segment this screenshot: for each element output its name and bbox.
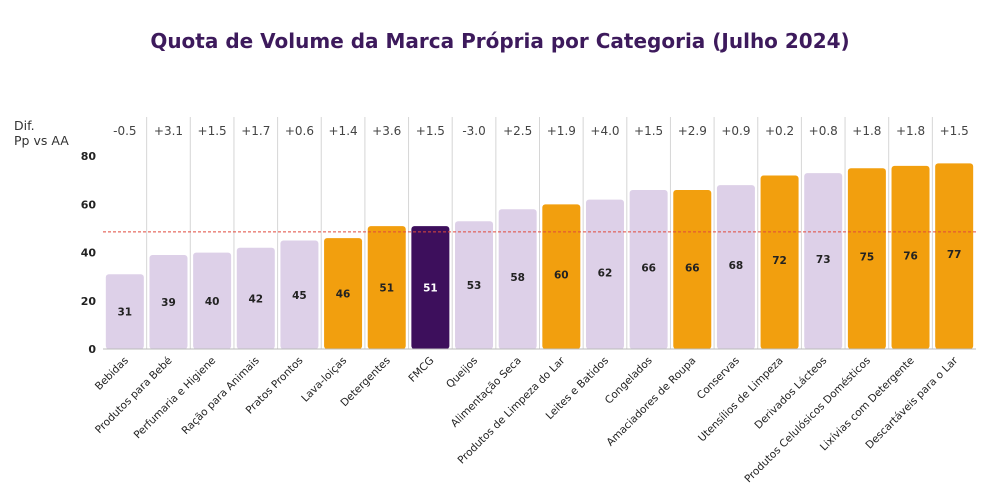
value-label: 53 xyxy=(467,280,482,292)
diff-label: +1.5 xyxy=(416,124,445,138)
value-label: 39 xyxy=(161,297,176,309)
value-label: 73 xyxy=(816,254,831,266)
value-label: 66 xyxy=(685,262,700,274)
value-label: 76 xyxy=(903,250,918,262)
bar xyxy=(935,163,974,349)
y-axis: 0 20 40 60 80 xyxy=(81,150,97,356)
bar xyxy=(411,226,450,349)
bar xyxy=(105,274,144,349)
value-label: 42 xyxy=(248,293,263,305)
value-label: 45 xyxy=(292,290,307,302)
x-tick-label: Amaciadores de Roupa xyxy=(604,355,698,449)
diff-label: +1.8 xyxy=(852,124,881,138)
y-tick-label: 60 xyxy=(81,198,97,211)
value-label: 72 xyxy=(772,255,787,267)
bar xyxy=(585,199,624,349)
diff-label: -3.0 xyxy=(462,124,485,138)
x-tick-label: Bebidas xyxy=(93,355,131,393)
y-tick-label: 40 xyxy=(81,247,97,260)
bar-series xyxy=(105,163,974,349)
diff-label: +0.2 xyxy=(765,124,794,138)
value-labels: 31 39 40 42 45 46 51 51 53 58 60 62 66 66 68 72 73 75 76 77 xyxy=(118,249,962,318)
diff-label: -0.5 xyxy=(113,124,136,138)
bar xyxy=(760,175,799,349)
y-tick-label: 80 xyxy=(81,150,97,163)
chart-title: Quota de Volume da Marca Própria por Cat… xyxy=(150,29,849,53)
value-label: 51 xyxy=(379,283,394,295)
value-label: 68 xyxy=(729,260,744,272)
diff-label: +1.8 xyxy=(896,124,925,138)
diff-label: +1.7 xyxy=(241,124,270,138)
diff-label: +1.5 xyxy=(198,124,227,138)
value-label: 31 xyxy=(118,307,133,319)
diff-label: +0.9 xyxy=(721,124,750,138)
reference-line-group xyxy=(103,231,976,350)
value-label: 75 xyxy=(860,252,875,264)
diff-label: +1.4 xyxy=(329,124,358,138)
diff-label: +1.5 xyxy=(634,124,663,138)
bar xyxy=(149,255,188,349)
bar xyxy=(455,221,494,349)
bar xyxy=(542,204,581,349)
bar xyxy=(236,247,275,349)
x-tick-label: Derivados Lácteos xyxy=(752,355,829,432)
diff-label: +4.0 xyxy=(590,124,619,138)
x-tick-label: Conservas xyxy=(695,355,742,402)
bar xyxy=(193,252,232,349)
diff-label: +0.8 xyxy=(809,124,838,138)
value-label: 46 xyxy=(336,289,351,301)
bar xyxy=(891,165,930,349)
x-tick-label: Ração para Animais xyxy=(180,355,262,437)
bar xyxy=(629,189,668,349)
x-tick-label: FMCG xyxy=(406,355,436,385)
diff-label: +1.9 xyxy=(547,124,576,138)
diff-header-line2: Pp vs AA xyxy=(14,133,69,148)
column-separators xyxy=(146,117,933,349)
value-label: 40 xyxy=(205,296,220,308)
diff-label: +2.5 xyxy=(503,124,532,138)
bar xyxy=(280,240,319,349)
diff-label: +3.1 xyxy=(154,124,183,138)
value-label: 58 xyxy=(510,272,525,284)
diff-label: +0.6 xyxy=(285,124,314,138)
y-tick-label: 20 xyxy=(81,295,97,308)
diff-labels: -0.5 +3.1 +1.5 +1.7 +0.6 +1.4 +3.6 +1.5 -3.0 +2.5… xyxy=(113,124,969,138)
x-tick-label: Queijos xyxy=(444,355,480,391)
bar xyxy=(716,185,755,349)
value-label: 60 xyxy=(554,270,569,282)
diff-header-line1: Dif. xyxy=(14,118,35,133)
bar xyxy=(324,238,363,349)
bar xyxy=(804,173,843,349)
x-tick-label: Perfumaria e Higiene xyxy=(132,355,219,442)
value-label: 66 xyxy=(641,262,656,274)
value-label: 62 xyxy=(598,267,613,279)
value-label: 77 xyxy=(947,249,962,261)
diff-label: +3.6 xyxy=(372,124,401,138)
bar xyxy=(367,226,406,349)
bar xyxy=(673,189,712,349)
x-tick-label: Descartáveis para o Lar xyxy=(863,354,960,451)
diff-label: +1.5 xyxy=(940,124,969,138)
y-tick-label: 0 xyxy=(88,343,96,356)
value-label: 51 xyxy=(423,283,438,295)
x-tick-label: Utensílios de Limpeza xyxy=(696,355,786,445)
bar xyxy=(498,209,537,349)
diff-label: +2.9 xyxy=(678,124,707,138)
bar xyxy=(847,168,886,349)
x-tick-label: Produtos para Bebé xyxy=(93,355,175,437)
